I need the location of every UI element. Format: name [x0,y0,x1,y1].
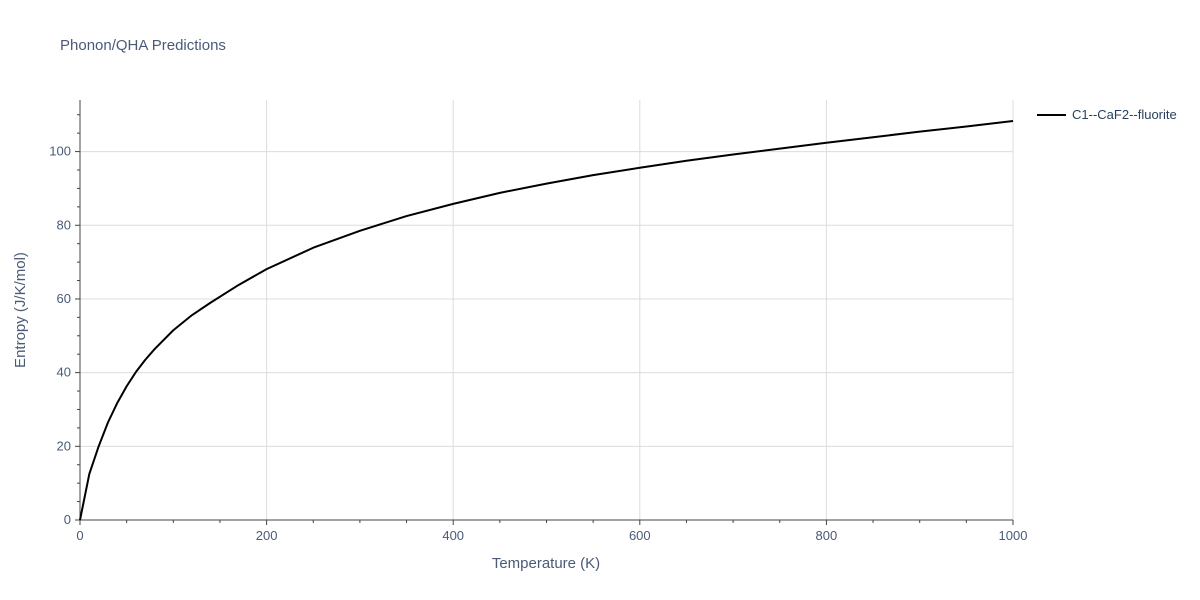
x-tick-label: 0 [76,528,83,543]
grid [80,100,1014,520]
x-tick-label: 1000 [999,528,1028,543]
x-tick-label: 400 [442,528,464,543]
x-tick-label: 200 [256,528,278,543]
legend-label-c1-caf2-fluorite: C1--CaF2--fluorite [1072,107,1177,122]
series-layer [79,120,1014,521]
y-tick-label: 0 [64,512,71,527]
axes: 0 200 400 600 800 1000 0 20 40 60 80 100 [49,100,1027,543]
y-tick-label: 40 [57,365,71,380]
chart-title: Phonon/QHA Predictions [60,37,226,54]
series-line-c1-caf2-fluorite[interactable] [79,120,1014,521]
x-axis-title: Temperature (K) [492,555,600,572]
legend[interactable]: C1--CaF2--fluorite [1037,107,1177,122]
y-tick-label: 80 [57,217,71,232]
y-tick-label: 60 [57,291,71,306]
y-tick-label: 20 [57,438,71,453]
y-tick-label: 100 [49,144,71,159]
x-tick-label: 600 [629,528,651,543]
x-tick-label: 800 [816,528,838,543]
y-axis-title: Entropy (J/K/mol) [12,252,29,368]
